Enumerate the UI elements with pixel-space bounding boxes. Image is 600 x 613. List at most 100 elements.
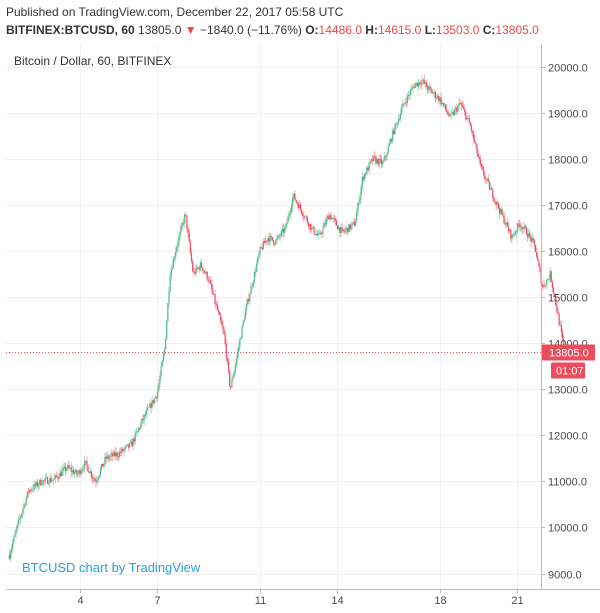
candle — [76, 469, 78, 479]
candle — [87, 464, 89, 473]
candle — [302, 212, 304, 220]
candle — [366, 165, 368, 175]
candle — [91, 474, 94, 484]
candle — [377, 158, 379, 167]
candle — [287, 212, 289, 223]
candle — [478, 154, 480, 164]
candle — [230, 385, 232, 391]
candle — [450, 109, 452, 120]
current-price-tag: 13805.0 — [542, 344, 595, 361]
candle — [301, 208, 303, 216]
candle — [153, 397, 155, 405]
candle — [232, 373, 234, 382]
candle — [85, 460, 87, 465]
candle — [491, 185, 493, 191]
candle — [520, 222, 522, 233]
candle — [328, 213, 330, 220]
price-tick-label: 10000.0 — [548, 523, 588, 535]
candle — [134, 429, 136, 445]
candle — [276, 234, 278, 244]
candle — [529, 229, 531, 242]
countdown-tag-bg — [551, 362, 585, 379]
candle — [512, 233, 514, 238]
price-tick-label: 19000.0 — [548, 109, 588, 121]
candle — [482, 162, 484, 172]
candle — [205, 270, 207, 275]
candle — [94, 476, 96, 482]
candle — [61, 465, 63, 477]
candle — [165, 338, 167, 350]
candle — [394, 123, 396, 136]
candle — [208, 276, 211, 284]
candle — [561, 328, 564, 343]
candle — [386, 151, 388, 161]
candle — [150, 402, 152, 414]
candle — [397, 113, 399, 126]
candle — [310, 223, 312, 235]
candle — [240, 336, 242, 340]
candle — [238, 342, 240, 358]
candle — [487, 174, 489, 183]
candle — [369, 161, 371, 167]
candle — [497, 201, 500, 211]
candle — [193, 267, 195, 274]
candle — [443, 102, 446, 110]
candle — [251, 282, 253, 291]
candle — [462, 102, 465, 110]
candle — [249, 291, 251, 306]
candle — [380, 155, 383, 169]
candle — [537, 252, 539, 261]
candle — [542, 284, 545, 289]
candle — [221, 317, 223, 326]
candle — [166, 319, 168, 341]
candle — [226, 356, 229, 366]
candle — [229, 369, 231, 389]
candle — [207, 275, 209, 284]
candle — [338, 223, 340, 231]
close-value: 13805.0 — [495, 23, 539, 37]
candle — [470, 122, 473, 134]
candle — [132, 435, 134, 451]
candle — [504, 218, 506, 228]
candle — [88, 471, 90, 474]
candle — [27, 487, 30, 498]
candle — [43, 479, 45, 486]
candle — [274, 242, 276, 247]
chart-credit-link[interactable]: BTCUSD chart by TradingView — [22, 560, 201, 575]
candle — [398, 114, 401, 122]
candle — [314, 233, 316, 236]
candle — [412, 84, 414, 94]
candle — [476, 143, 478, 157]
candle — [560, 320, 562, 338]
candle — [469, 121, 471, 128]
time-tick-label: 7 — [154, 595, 160, 607]
candle — [234, 362, 236, 375]
candle — [217, 306, 220, 316]
candle — [521, 222, 523, 235]
candle — [502, 210, 504, 218]
time-axis[interactable]: 4 7 11 14 18 21 — [77, 589, 524, 607]
candle — [149, 398, 151, 408]
candle — [162, 351, 164, 364]
candle — [558, 312, 560, 327]
candle — [139, 426, 141, 432]
candle — [438, 93, 440, 104]
candle — [111, 448, 113, 461]
candle — [30, 487, 32, 494]
candle — [37, 482, 40, 491]
candle — [362, 175, 365, 183]
candle — [317, 229, 320, 240]
candle — [105, 452, 107, 465]
candle — [519, 219, 521, 232]
candle — [422, 78, 424, 85]
candle — [421, 75, 423, 90]
candle — [359, 191, 361, 205]
price-axis[interactable]: 9000.010000.011000.012000.013000.014000.… — [541, 63, 588, 582]
candle — [48, 480, 50, 486]
candle — [509, 228, 511, 234]
candle — [140, 418, 142, 430]
price-tick-label: 9000.0 — [548, 570, 582, 582]
change-value: −1840.0 (−11.76%) — [200, 23, 302, 37]
candle — [319, 228, 321, 235]
